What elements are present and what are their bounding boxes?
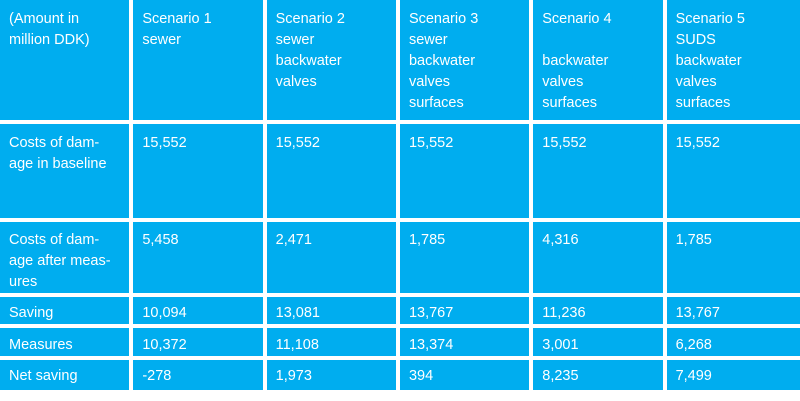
table-cell: 8,235	[533, 360, 663, 390]
table-cell: 13,767	[666, 297, 800, 324]
table-cell: 10,094	[133, 297, 263, 324]
table-cell: 13,081	[266, 297, 396, 324]
table-cell: 15,552	[533, 124, 663, 218]
table-cell: 15,552	[666, 124, 800, 218]
table-cell: 15,552	[399, 124, 530, 218]
header-cell-scenario-2: Scenario 2 sewer backwater valves	[266, 0, 396, 120]
table-row-measures: Measures 10,372 11,108 13,374 3,001 6,26…	[0, 328, 800, 356]
table-cell: 7,499	[666, 360, 800, 390]
table-cell: 11,108	[266, 328, 396, 356]
table-cell: 394	[399, 360, 530, 390]
table-row-saving: Saving 10,094 13,081 13,767 11,236 13,76…	[0, 297, 800, 324]
table-cell: 1,785	[666, 222, 800, 293]
table-cell: 15,552	[133, 124, 263, 218]
table-cell: 4,316	[533, 222, 663, 293]
table-cell: 11,236	[533, 297, 663, 324]
row-label-measures: Measures	[0, 328, 130, 356]
table-cell: 3,001	[533, 328, 663, 356]
table-row-net-saving: Net saving -278 1,973 394 8,235 7,499	[0, 360, 800, 390]
table-cell: 15,552	[266, 124, 396, 218]
row-label-saving: Saving	[0, 297, 130, 324]
table-cell: 13,374	[399, 328, 530, 356]
table-header-row: (Amount in million DDK) Scenario 1 sewer…	[0, 0, 800, 120]
table-row-costs-after-measures: Costs of dam- age after meas- ures 5,458…	[0, 222, 800, 293]
table-cell: 1,785	[399, 222, 530, 293]
header-cell-scenario-3: Scenario 3 sewer backwater valves surfac…	[399, 0, 530, 120]
row-label-costs-after-measures: Costs of dam- age after meas- ures	[0, 222, 130, 293]
table-row-costs-baseline: Costs of dam- age in baseline 15,552 15,…	[0, 124, 800, 218]
header-cell-scenario-4: Scenario 4 backwater valves surfaces	[533, 0, 663, 120]
row-label-net-saving: Net saving	[0, 360, 130, 390]
row-label-costs-baseline: Costs of dam- age in baseline	[0, 124, 130, 218]
table-cell: 13,767	[399, 297, 530, 324]
table-cell: 6,268	[666, 328, 800, 356]
header-cell-scenario-1: Scenario 1 sewer	[133, 0, 263, 120]
table-cell: 10,372	[133, 328, 263, 356]
table-cell: 5,458	[133, 222, 263, 293]
table-cell: 1,973	[266, 360, 396, 390]
header-cell-amount-unit: (Amount in million DDK)	[0, 0, 130, 120]
table-cell: 2,471	[266, 222, 396, 293]
header-cell-scenario-5: Scenario 5 SUDS backwater valves surface…	[666, 0, 800, 120]
table-cell: -278	[133, 360, 263, 390]
